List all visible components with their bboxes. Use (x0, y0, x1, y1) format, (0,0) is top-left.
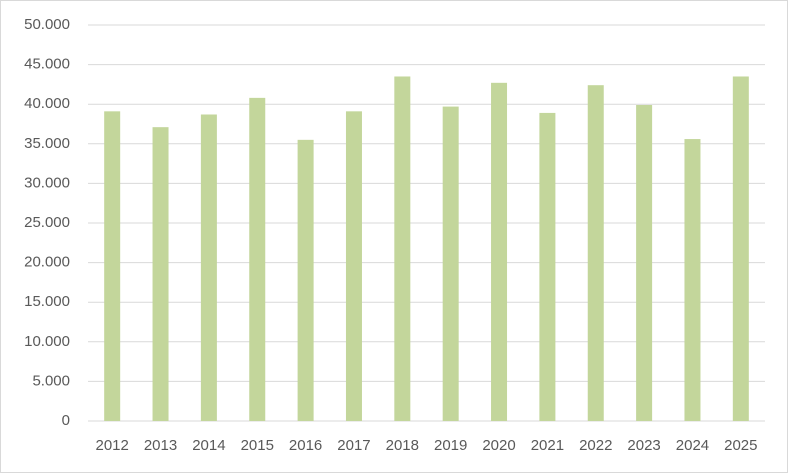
x-tick-label: 2019 (434, 437, 467, 454)
x-tick-label: 2014 (192, 437, 225, 454)
y-tick-label: 50.000 (24, 16, 70, 33)
bar (636, 104, 653, 421)
bar (587, 85, 604, 421)
y-tick-label: 10.000 (24, 333, 70, 350)
y-tick-label: 20.000 (24, 254, 70, 271)
x-tick-label: 2012 (95, 437, 128, 454)
x-tick-label: 2020 (482, 437, 515, 454)
y-tick-label: 0 (62, 412, 70, 429)
bar (539, 112, 556, 422)
y-tick-label: 30.000 (24, 174, 70, 191)
x-tick-label: 2017 (337, 437, 370, 454)
bar (152, 127, 169, 421)
bar (345, 111, 362, 421)
bar (200, 114, 217, 421)
y-tick-label: 25.000 (24, 214, 70, 231)
bar (442, 106, 459, 422)
bar (297, 139, 314, 421)
bar (732, 76, 749, 421)
bar (684, 139, 701, 421)
bar (104, 111, 121, 421)
y-tick-label: 5.000 (32, 372, 70, 389)
y-tick-label: 15.000 (24, 293, 70, 310)
x-tick-label: 2018 (386, 437, 419, 454)
y-tick-label: 35.000 (24, 135, 70, 152)
x-tick-label: 2025 (724, 437, 757, 454)
x-tick-label: 2023 (627, 437, 660, 454)
x-tick-label: 2013 (144, 437, 177, 454)
x-tick-label: 2022 (579, 437, 612, 454)
x-tick-label: 2016 (289, 437, 322, 454)
x-tick-label: 2021 (531, 437, 564, 454)
bar (491, 82, 508, 421)
x-tick-label: 2024 (676, 437, 709, 454)
y-tick-label: 40.000 (24, 95, 70, 112)
y-tick-label: 45.000 (24, 56, 70, 73)
x-tick-label: 2015 (241, 437, 274, 454)
bar (249, 97, 266, 421)
bar (394, 76, 411, 421)
